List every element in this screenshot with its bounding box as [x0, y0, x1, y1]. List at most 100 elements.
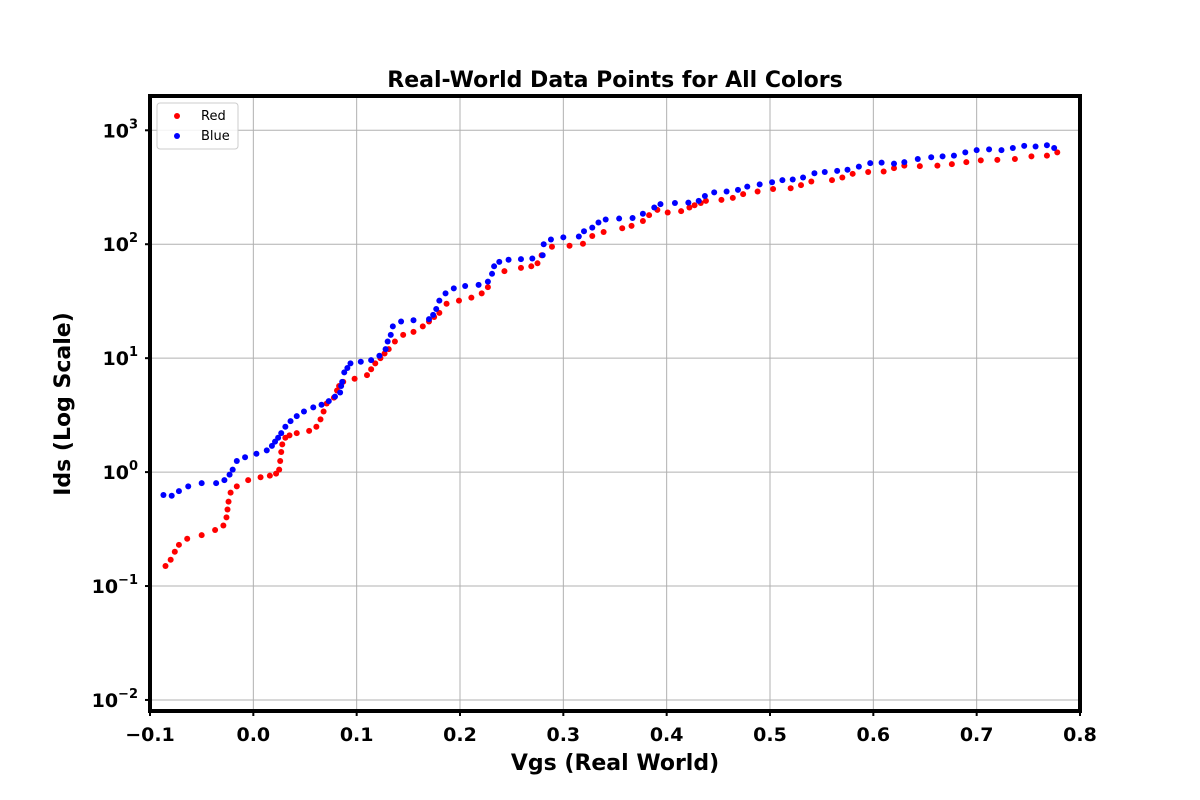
- data-point-blue: [789, 176, 796, 183]
- data-point-red: [162, 562, 169, 569]
- data-point-red: [754, 188, 761, 195]
- x-tick-label: 0.7: [960, 724, 994, 746]
- data-point-blue: [844, 166, 851, 173]
- data-point-blue: [1021, 142, 1028, 149]
- y-axis-label: Ids (Log Scale): [51, 312, 76, 496]
- data-point-red: [227, 489, 234, 496]
- data-point-blue: [278, 430, 285, 437]
- data-point-blue: [221, 477, 228, 484]
- x-tick-label: 0.3: [546, 724, 580, 746]
- data-point-blue: [950, 152, 957, 159]
- data-point-blue: [505, 256, 512, 263]
- chart-title: Real-World Data Points for All Colors: [387, 68, 842, 93]
- data-point-red: [245, 477, 252, 484]
- data-point-blue: [357, 358, 364, 365]
- data-point-blue: [198, 480, 205, 487]
- data-point-blue: [368, 357, 375, 364]
- data-point-red: [829, 177, 835, 184]
- data-point-red: [963, 159, 970, 166]
- data-point-blue: [671, 200, 678, 207]
- data-point-red: [225, 498, 232, 505]
- y-tick-label: 101: [103, 345, 139, 370]
- data-point-red: [306, 427, 313, 434]
- data-point-blue: [581, 228, 587, 235]
- data-point-red: [266, 472, 273, 479]
- data-point-blue: [300, 408, 307, 415]
- data-point-blue: [242, 454, 249, 461]
- data-point-blue: [344, 364, 351, 371]
- data-point-red: [517, 264, 524, 271]
- x-tick-label: 0.4: [650, 724, 684, 746]
- data-point-blue: [376, 352, 383, 359]
- y-tick-exponent: 2: [129, 231, 138, 246]
- data-point-red: [368, 366, 375, 373]
- data-point-blue: [779, 177, 786, 184]
- y-tick-exponent: 1: [129, 345, 138, 360]
- data-point-blue: [695, 197, 702, 204]
- data-point-red: [678, 208, 685, 215]
- data-point-red: [646, 212, 653, 219]
- data-point-blue: [560, 234, 567, 241]
- data-point-blue: [450, 285, 457, 292]
- data-point-blue: [275, 434, 282, 441]
- data-point-red: [770, 186, 777, 193]
- y-tick-label: 103: [103, 117, 139, 142]
- data-point-red: [212, 527, 219, 534]
- data-point-red: [313, 423, 320, 430]
- data-point-blue: [475, 281, 482, 288]
- axis-ticks: −0.1 0.0 0.1 0.2 0.3 0.4 0.5 0.6 0.7 0.810−210−11…: [92, 117, 1097, 746]
- data-point-red: [686, 204, 693, 211]
- data-point-blue: [160, 491, 167, 498]
- data-point-red: [400, 331, 407, 338]
- y-tick-base: 10: [103, 234, 129, 256]
- data-point-blue: [602, 216, 609, 223]
- data-point-red: [787, 185, 794, 192]
- data-point-red: [880, 168, 887, 175]
- legend-marker-blue: [174, 133, 180, 139]
- data-point-red: [468, 294, 475, 301]
- data-point-red: [184, 535, 191, 542]
- data-point-red: [916, 163, 923, 170]
- data-point-blue: [855, 163, 862, 170]
- data-point-red: [528, 263, 535, 270]
- data-point-blue: [168, 492, 175, 499]
- data-point-blue: [496, 258, 503, 265]
- data-point-blue: [398, 318, 405, 325]
- y-tick-label: 102: [103, 231, 139, 256]
- data-point-blue: [685, 199, 692, 206]
- data-point-red: [729, 194, 736, 201]
- y-tick-exponent: 3: [129, 117, 138, 132]
- data-point-red: [808, 178, 815, 185]
- data-point-blue: [347, 360, 354, 367]
- y-tick-label: 10−2: [92, 687, 138, 712]
- data-point-red: [994, 156, 1001, 163]
- data-point-blue: [387, 331, 394, 338]
- grid: [149, 96, 1081, 711]
- data-point-red: [718, 196, 725, 203]
- data-point-blue: [263, 447, 270, 454]
- data-point-blue: [1051, 144, 1058, 151]
- series-blue: [160, 142, 1058, 499]
- data-point-red: [865, 169, 872, 176]
- data-point-blue: [318, 401, 325, 408]
- data-point-red: [579, 240, 586, 247]
- data-point-blue: [756, 181, 763, 188]
- data-point-red: [443, 300, 450, 307]
- data-point-red: [279, 441, 286, 448]
- data-point-blue: [489, 270, 496, 277]
- data-point-blue: [226, 471, 233, 478]
- data-point-red: [1054, 149, 1061, 156]
- y-tick-exponent: −2: [118, 687, 138, 702]
- data-point-blue: [998, 147, 1005, 154]
- data-point-red: [198, 532, 205, 539]
- legend: Red Blue: [156, 102, 239, 150]
- data-point-blue: [462, 282, 469, 289]
- legend-marker-red: [174, 113, 180, 119]
- data-point-red: [740, 191, 747, 198]
- data-point-blue: [436, 297, 443, 304]
- data-point-blue: [491, 263, 498, 270]
- data-point-blue: [539, 252, 546, 259]
- data-point-blue: [986, 146, 993, 153]
- data-point-blue: [575, 233, 582, 240]
- data-point-red: [798, 182, 804, 189]
